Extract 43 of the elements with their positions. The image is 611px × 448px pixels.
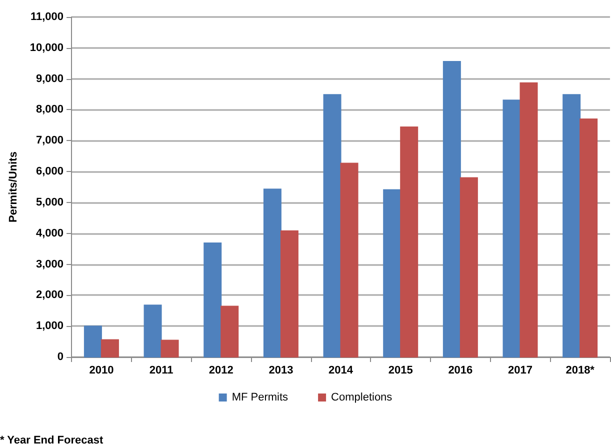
bar: [220, 306, 239, 358]
y-tick-label: 5,000: [36, 196, 64, 208]
bar: [340, 162, 358, 358]
bar: [84, 326, 102, 358]
bar: [562, 94, 581, 358]
y-tick-label: 0: [57, 351, 64, 363]
y-tick-label: 11,000: [30, 11, 64, 23]
x-tick-label: 2014: [328, 364, 354, 376]
x-tick-label: 2017: [508, 364, 532, 376]
bar: [442, 61, 461, 358]
y-tick-label: 6,000: [36, 166, 64, 178]
x-tick-label: 2016: [448, 364, 473, 376]
bar: [520, 82, 538, 358]
bar: [383, 189, 402, 358]
y-tick-label: 10,000: [30, 42, 64, 54]
bar: [460, 177, 478, 358]
text: * Year End Forecast: [0, 434, 104, 446]
x-tick-label: 2010: [89, 364, 114, 376]
x-tick-label: 2018*: [566, 364, 596, 376]
bar: [502, 100, 521, 358]
y-tick-label: 4,000: [36, 227, 64, 240]
legend-label: MF Permits: [232, 392, 289, 404]
y-tick-label: 8,000: [36, 104, 64, 116]
legend-label: Completions: [331, 392, 393, 404]
y-tick-label: 2,000: [36, 289, 64, 302]
bar: [263, 188, 282, 358]
y-tick-label: 7,000: [36, 134, 64, 147]
bar: [323, 94, 342, 358]
y-tick-label: 9,000: [36, 72, 64, 85]
bar: [280, 230, 298, 358]
bar: [160, 340, 179, 358]
bar: [580, 118, 598, 358]
x-tick-label: 2012: [208, 364, 234, 376]
bar: [204, 242, 222, 358]
bar: [100, 339, 119, 358]
bar: [400, 126, 418, 358]
x-tick-label: 2015: [388, 364, 413, 376]
y-tick-label: 1,000: [36, 320, 64, 332]
bar: [144, 304, 162, 358]
x-tick-label: 2011: [149, 364, 174, 376]
x-tick-label: 2013: [268, 364, 294, 376]
y-tick-label: 3,000: [36, 258, 64, 270]
y-axis-title: Permits/Units: [8, 152, 20, 222]
